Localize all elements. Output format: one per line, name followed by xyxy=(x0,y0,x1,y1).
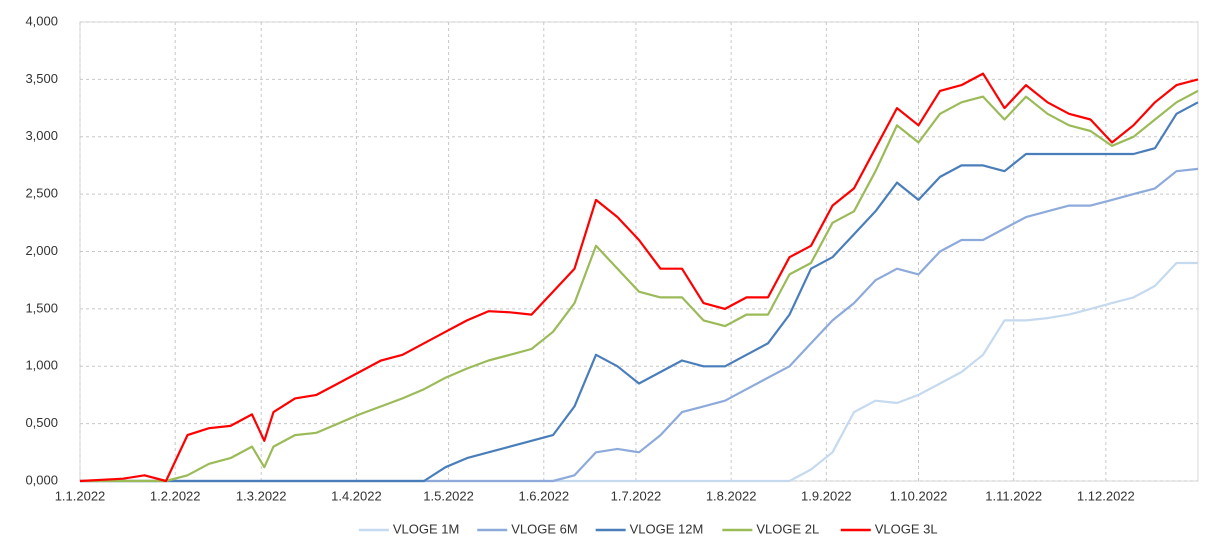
y-tick-label: 1,500 xyxy=(25,300,58,315)
series-line xyxy=(79,72,1199,483)
x-tick-label: 1.4.2022 xyxy=(331,488,382,503)
x-tick-label: 1.5.2022 xyxy=(423,488,474,503)
x-tick-label: 1.10.2022 xyxy=(890,488,948,503)
x-tick-label: 1.11.2022 xyxy=(985,488,1042,503)
x-tick-label: 1.3.2022 xyxy=(236,488,287,503)
y-tick-label: 4,000 xyxy=(25,13,58,28)
x-tick-label: 1.12.2022 xyxy=(1077,488,1135,503)
y-tick-label: 2,000 xyxy=(25,243,58,258)
y-tick-label: 3,500 xyxy=(25,71,58,86)
y-tick-label: 0,000 xyxy=(25,472,58,487)
x-tick-label: 1.7.2022 xyxy=(611,488,662,503)
legend-label: VLOGE 1M xyxy=(393,521,459,536)
y-tick-label: 3,000 xyxy=(25,128,58,143)
x-tick-label: 1.9.2022 xyxy=(801,488,852,503)
x-tick-label: 1.1.2022 xyxy=(55,488,106,503)
x-tick-label: 1.6.2022 xyxy=(518,488,569,503)
legend-label: VLOGE 12M xyxy=(630,521,704,536)
series-line xyxy=(80,101,1199,483)
series-line xyxy=(80,89,1199,483)
y-tick-label: 0,500 xyxy=(25,415,58,430)
legend-label: VLOGE 2L xyxy=(756,521,819,536)
y-tick-label: 2,500 xyxy=(25,186,58,201)
x-tick-label: 1.2.2022 xyxy=(150,488,201,503)
x-tick-label: 1.8.2022 xyxy=(706,488,757,503)
legend-label: VLOGE 3L xyxy=(875,521,938,536)
y-tick-label: 1,000 xyxy=(25,358,58,373)
legend-label: VLOGE 6M xyxy=(511,521,577,536)
